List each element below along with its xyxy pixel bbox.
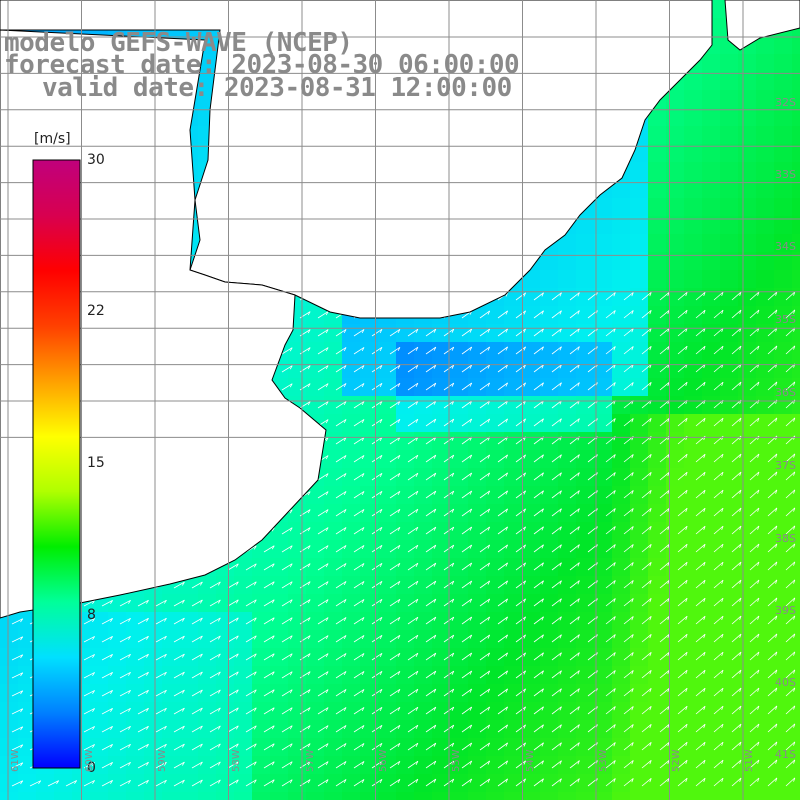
forecast-date: forecast date: 2023-08-30 06:00:00 [4,50,520,80]
lon-label: 60W [84,749,95,772]
colorbar [32,159,81,769]
lon-label: 61W [10,749,21,772]
valid-date: valid date: 2023-08-31 12:00:00 [42,73,512,103]
lon-label: 53W [598,749,609,772]
lat-label: 32S [775,96,796,109]
lon-label: 54W [525,749,536,772]
lat-label: 36S [775,386,796,399]
model-title: modelo GEFS-WAVE (NCEP) [4,28,353,58]
lon-label: 56W [378,749,389,772]
lat-label: 37S [775,459,796,472]
colorbar-tick-15: 15 [87,455,105,471]
lon-label: 58W [231,749,242,772]
colorbar-tick-30: 30 [87,152,105,168]
colorbar-tick-22: 22 [87,303,105,319]
lon-label: 57W [305,749,316,772]
lat-label: 39S [775,604,796,617]
lat-label: 34S [775,240,796,253]
colorbar-tick-0: 0 [87,760,96,776]
lat-label: 38S [775,532,796,545]
lon-label: 51W [744,749,755,772]
lon-label: 59W [157,749,168,772]
lon-label: 52W [671,749,682,772]
colorbar-units: [m/s] [34,131,71,147]
lat-label: 40S [775,676,796,689]
lat-label: 41S [775,748,796,761]
lat-label: 35S [775,313,796,326]
colorbar-tick-8: 8 [87,607,96,623]
lon-label: 55W [451,749,462,772]
lat-label: 33S [775,168,796,181]
